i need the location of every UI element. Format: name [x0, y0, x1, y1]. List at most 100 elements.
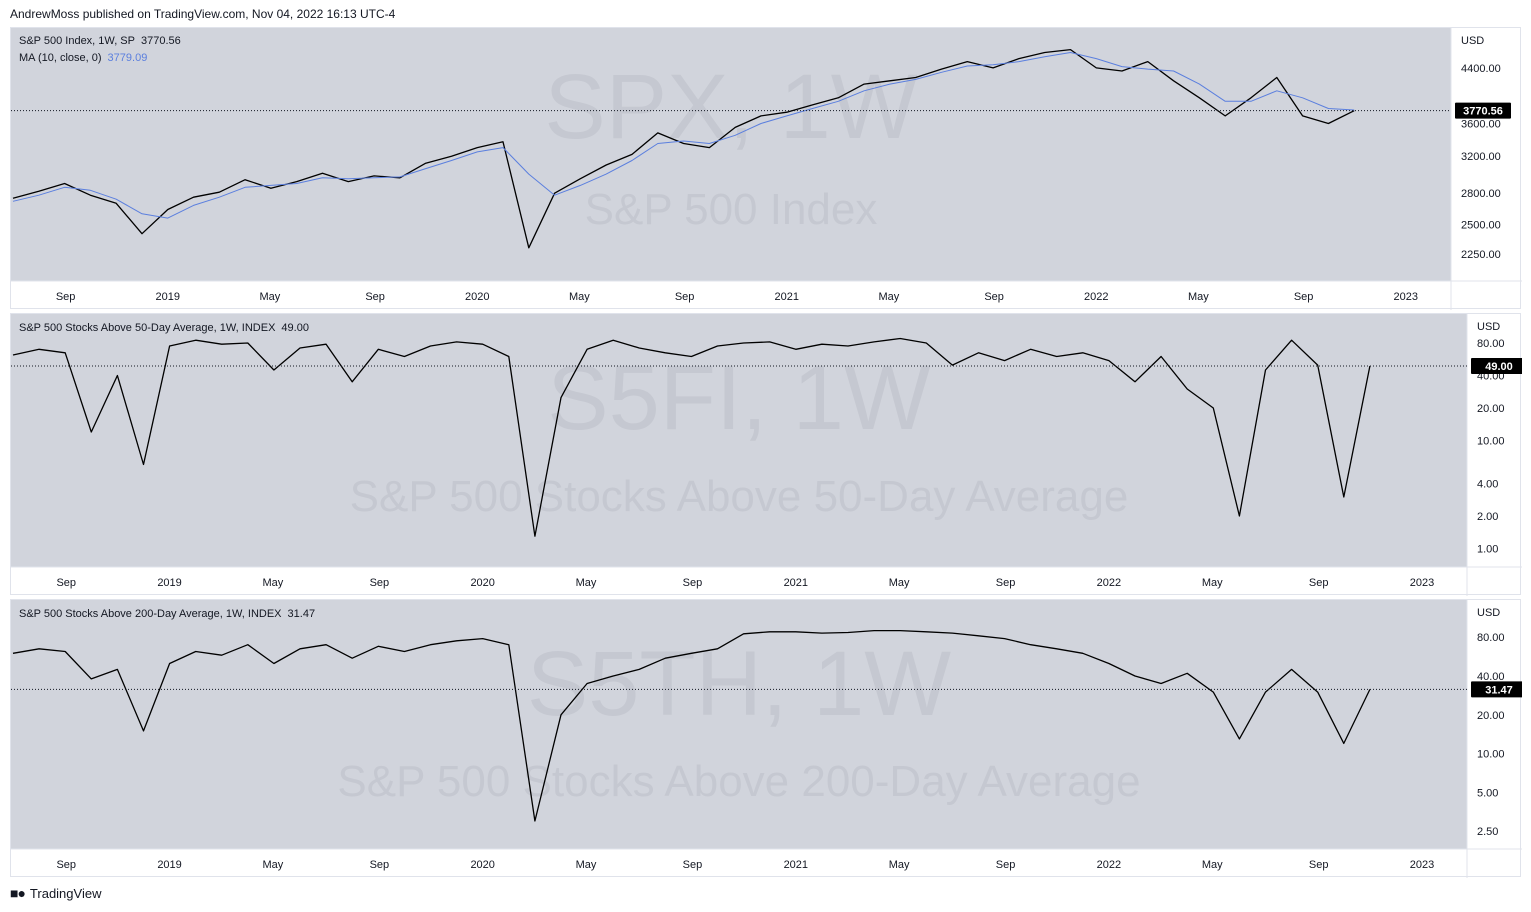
x-tick-label: Sep [675, 291, 695, 303]
publisher-line: AndrewMoss published on TradingView.com,… [10, 7, 396, 21]
x-tick-label: May [889, 577, 910, 589]
x-tick-label: Sep [996, 859, 1016, 871]
last-value-text: 3770.56 [1463, 106, 1503, 118]
watermark-symbol: S5FI, 1W [547, 347, 931, 449]
y-tick-label: 4.00 [1477, 479, 1498, 491]
x-tick-label: Sep [370, 577, 390, 589]
s5th-panel[interactable]: S5TH, 1W S&P 500 Stocks Above 200-Day Ave… [10, 599, 1522, 878]
x-tick-label: May [1202, 577, 1223, 589]
s5th-legend: S&P 500 Stocks Above 200-Day Average, 1W… [19, 608, 315, 620]
x-tick-label: 2021 [784, 577, 808, 589]
x-tick-label: 2019 [157, 859, 181, 871]
watermark-name: S&P 500 Stocks Above 200-Day Average [337, 757, 1140, 806]
last-value-badge [1455, 102, 1511, 119]
x-tick-label: May [1188, 291, 1209, 303]
plot-area[interactable] [11, 314, 1467, 567]
x-tick-label: 2020 [465, 291, 489, 303]
x-tick-label: 2020 [470, 577, 494, 589]
y-tick-label: 20.00 [1477, 710, 1505, 722]
y-tick-label: 4400.00 [1461, 63, 1501, 75]
y-tick-label: 5.00 [1477, 787, 1498, 799]
x-tick-label: Sep [56, 291, 76, 303]
watermark-name: S&P 500 Stocks Above 50-Day Average [350, 472, 1129, 521]
y-tick-label: 10.00 [1477, 436, 1505, 448]
s5fi-legend-value: 49.00 [281, 322, 309, 334]
x-tick-label: May [569, 291, 590, 303]
x-tick-label: May [259, 291, 280, 303]
y-tick-label: 2800.00 [1461, 188, 1501, 200]
currency-label: USD [1461, 35, 1484, 47]
x-tick-label: May [263, 859, 284, 871]
y-tick-label: 2.00 [1477, 511, 1498, 523]
y-tick-label: 80.00 [1477, 632, 1505, 644]
y-tick-label: 1.00 [1477, 544, 1498, 556]
y-tick-label: 40.00 [1477, 671, 1505, 683]
x-tick-label: Sep [1309, 577, 1329, 589]
x-tick-label: 2023 [1410, 577, 1434, 589]
ma-series-line [12, 52, 1355, 219]
last-value-badge [1471, 358, 1522, 375]
x-tick-label: 2022 [1097, 859, 1121, 871]
spx-legend-value: 3770.56 [140, 35, 181, 47]
s5fi-legend-title: S&P 500 Stocks Above 50-Day Average, 1W,… [19, 322, 276, 334]
y-tick-label: 2.50 [1477, 826, 1498, 838]
y-tick-label: 3200.00 [1461, 151, 1501, 163]
spx-legend: S&P 500 Index, 1W, SP 3770.56 [19, 35, 181, 47]
x-tick-label: May [1202, 859, 1223, 871]
x-tick-label: May [263, 577, 284, 589]
ma-legend-value: 3779.09 [107, 52, 148, 64]
x-tick-label: Sep [984, 291, 1004, 303]
x-tick-label: 2021 [775, 291, 799, 303]
x-tick-label: Sep [683, 577, 703, 589]
s5th-chart[interactable]: S5TH, 1W S&P 500 Stocks Above 200-Day Ave… [11, 600, 1522, 878]
last-value-text: 31.47 [1485, 684, 1513, 696]
last-value-badge [1471, 681, 1522, 698]
watermark-symbol: SPX, 1W [544, 56, 917, 158]
x-tick-label: 2022 [1084, 291, 1108, 303]
watermark-symbol: S5TH, 1W [527, 633, 951, 735]
x-tick-label: Sep [365, 291, 385, 303]
x-tick-label: Sep [370, 859, 390, 871]
last-value-text: 49.00 [1485, 361, 1513, 373]
plot-area[interactable] [11, 600, 1467, 849]
price-series-line [12, 629, 1371, 822]
s5th-legend-value: 31.47 [287, 608, 316, 620]
y-tick-label: 80.00 [1477, 338, 1505, 350]
y-tick-label: 20.00 [1477, 403, 1505, 415]
tradingview-logo-icon[interactable]: ■● [10, 885, 26, 901]
x-tick-label: May [879, 291, 900, 303]
x-tick-label: May [576, 577, 597, 589]
spx-panel[interactable]: SPX, 1W S&P 500 Index USD 4400.00 3600.00 320… [10, 27, 1522, 310]
currency-label: USD [1477, 607, 1500, 619]
spx-chart[interactable]: SPX, 1W S&P 500 Index USD 4400.00 3600.00 320… [11, 28, 1522, 310]
x-tick-label: 2020 [470, 859, 494, 871]
s5fi-chart[interactable]: S5FI, 1W S&P 500 Stocks Above 50-Day Aver… [11, 314, 1522, 596]
watermark-name: S&P 500 Index [585, 185, 878, 234]
x-tick-label: 2021 [784, 859, 808, 871]
x-tick-label: 2022 [1097, 577, 1121, 589]
plot-area[interactable] [11, 28, 1451, 281]
footer-brand[interactable]: TradingView [29, 885, 102, 901]
x-tick-label: Sep [683, 859, 703, 871]
x-tick-label: May [889, 859, 910, 871]
footer: ■● TradingView [10, 885, 101, 901]
x-tick-label: 2023 [1394, 291, 1418, 303]
y-tick-label: 2250.00 [1461, 249, 1501, 261]
s5fi-panel[interactable]: S5FI, 1W S&P 500 Stocks Above 50-Day Aver… [10, 313, 1522, 596]
y-tick-label: 10.00 [1477, 749, 1505, 761]
x-tick-label: Sep [1294, 291, 1314, 303]
y-tick-label: 2500.00 [1461, 220, 1501, 232]
currency-label: USD [1477, 321, 1500, 333]
ma-legend-title: MA (10, close, 0) [19, 52, 102, 64]
x-tick-label: Sep [56, 577, 76, 589]
spx-legend-title: S&P 500 Index, 1W, SP [19, 35, 135, 47]
price-series-line [12, 337, 1371, 537]
s5th-legend-title: S&P 500 Stocks Above 200-Day Average, 1W… [19, 608, 282, 620]
x-tick-label: May [576, 859, 597, 871]
x-tick-label: 2019 [157, 577, 181, 589]
x-tick-label: 2019 [156, 291, 180, 303]
s5fi-legend: S&P 500 Stocks Above 50-Day Average, 1W,… [19, 322, 309, 334]
x-tick-label: Sep [1309, 859, 1329, 871]
x-tick-label: Sep [56, 859, 76, 871]
y-tick-label: 3600.00 [1461, 119, 1501, 131]
